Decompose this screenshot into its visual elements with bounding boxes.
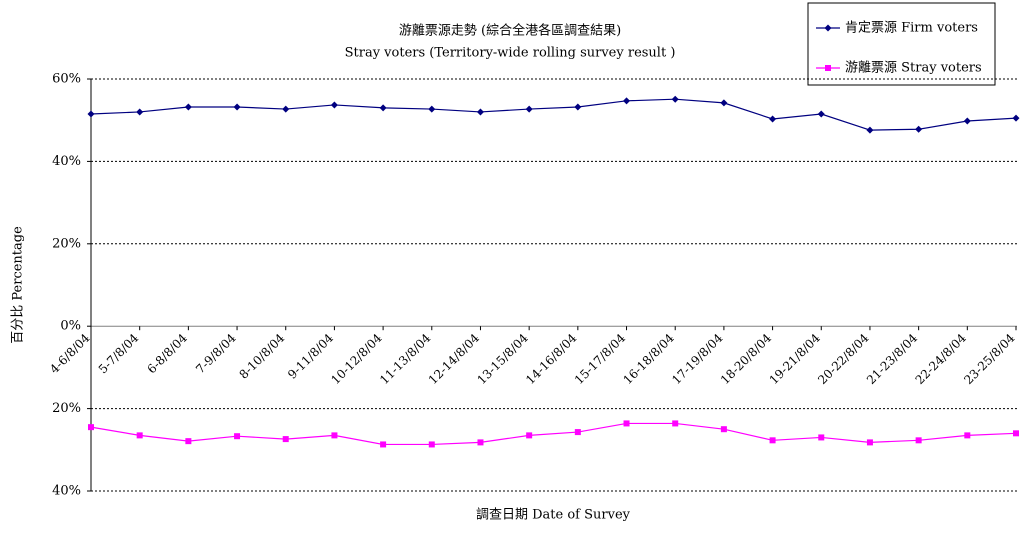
data-point bbox=[379, 104, 387, 112]
data-point bbox=[476, 108, 484, 116]
data-point bbox=[963, 117, 971, 125]
x-tick-label: 22-24/8/04 bbox=[913, 331, 970, 388]
x-tick-label: 14-16/8/04 bbox=[523, 331, 580, 388]
y-tick-label: 20% bbox=[52, 401, 81, 416]
data-point bbox=[428, 441, 435, 448]
x-tick-label: 12-14/8/04 bbox=[426, 331, 483, 388]
legend-box bbox=[807, 2, 996, 86]
data-point bbox=[866, 126, 874, 134]
data-point bbox=[330, 101, 338, 109]
data-point bbox=[88, 424, 94, 431]
data-point bbox=[818, 434, 825, 441]
chart-subtitle: Stray voters (Territory-wide rolling sur… bbox=[345, 46, 676, 61]
legend-label: 肯定票源 Firm voters bbox=[845, 21, 978, 36]
data-point bbox=[1012, 114, 1020, 122]
x-tick-label: 17-19/8/04 bbox=[669, 331, 726, 388]
data-point bbox=[136, 108, 144, 116]
data-point bbox=[87, 110, 95, 118]
data-point bbox=[623, 97, 631, 105]
legend-marker bbox=[825, 65, 831, 71]
data-point bbox=[672, 420, 679, 427]
y-tick-label: 40% bbox=[52, 154, 81, 169]
x-tick-label: 8-10/8/04 bbox=[236, 331, 287, 382]
x-tick-label: 10-12/8/04 bbox=[328, 331, 385, 388]
x-tick-label: 15-17/8/04 bbox=[572, 331, 629, 388]
data-point bbox=[866, 439, 873, 446]
data-point bbox=[526, 432, 533, 439]
x-tick-label: 16-18/8/04 bbox=[621, 331, 678, 388]
y-tick-label: 40% bbox=[52, 484, 81, 499]
x-tick-label: 19-21/8/04 bbox=[767, 331, 824, 388]
data-point bbox=[574, 103, 582, 111]
data-point bbox=[769, 437, 776, 444]
data-point bbox=[623, 420, 630, 427]
data-point bbox=[184, 103, 192, 111]
x-tick-label: 21-23/8/04 bbox=[864, 331, 921, 388]
data-point bbox=[720, 99, 728, 107]
legend-marker bbox=[824, 24, 832, 32]
y-tick-label: 20% bbox=[52, 236, 81, 251]
data-point bbox=[136, 432, 143, 439]
data-point bbox=[769, 115, 777, 123]
x-tick-label: 4-6/8/04 bbox=[47, 331, 93, 377]
data-point bbox=[671, 95, 679, 103]
x-tick-label: 13-15/8/04 bbox=[474, 331, 531, 388]
data-point bbox=[233, 103, 241, 111]
data-point bbox=[964, 432, 971, 439]
data-point bbox=[380, 441, 387, 448]
series-line bbox=[90, 98, 1017, 131]
x-tick-label: 6-8/8/04 bbox=[144, 331, 190, 377]
chart-title: 游離票源走勢 (綜合全港各區調查結果) bbox=[399, 23, 621, 39]
data-point bbox=[185, 438, 192, 445]
data-point bbox=[720, 426, 727, 433]
x-axis-label: 調查日期 Date of Survey bbox=[476, 508, 631, 523]
data-point bbox=[915, 125, 923, 133]
data-point bbox=[525, 105, 533, 113]
y-axis-label: 百分比 Percentage bbox=[11, 226, 26, 344]
data-point bbox=[234, 433, 241, 440]
x-tick-label: 23-25/8/04 bbox=[961, 331, 1018, 388]
data-point bbox=[282, 436, 289, 443]
x-tick-label: 5-7/8/04 bbox=[96, 331, 142, 377]
x-tick-label: 20-22/8/04 bbox=[815, 331, 872, 388]
data-point bbox=[331, 432, 338, 439]
x-tick-label: 18-20/8/04 bbox=[718, 331, 775, 388]
series-line bbox=[90, 422, 1017, 446]
x-tick-label: 11-13/8/04 bbox=[377, 331, 434, 388]
y-tick-label: 0% bbox=[60, 319, 81, 334]
y-tick-label: 60% bbox=[52, 72, 81, 87]
data-point bbox=[1013, 430, 1019, 437]
legend-label: 游離票源 Stray voters bbox=[845, 61, 982, 76]
x-tick-label: 9-11/8/04 bbox=[285, 331, 336, 382]
data-point bbox=[574, 429, 581, 436]
data-point bbox=[817, 110, 825, 118]
data-point bbox=[428, 105, 436, 113]
data-point bbox=[915, 437, 922, 444]
data-point bbox=[282, 105, 290, 113]
data-point bbox=[477, 439, 484, 446]
x-tick-label: 7-9/8/04 bbox=[193, 331, 239, 377]
